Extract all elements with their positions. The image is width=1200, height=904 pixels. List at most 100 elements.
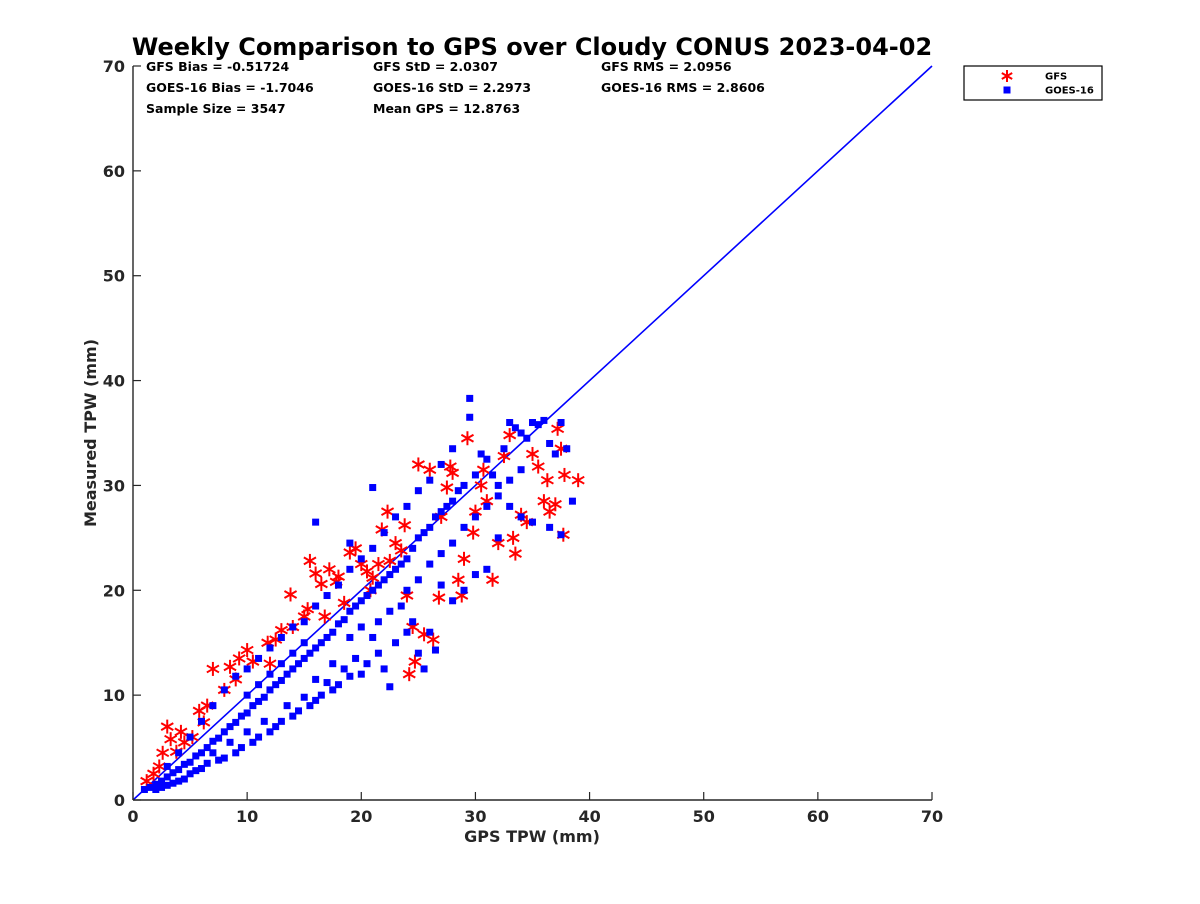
goes16-point [517,466,525,474]
gfs-point [331,569,346,584]
goes16-point [232,672,240,680]
goes16-point [323,592,331,600]
goes16-point [357,623,365,631]
goes16-point [158,777,166,785]
gfs-point [423,462,437,477]
goes16-point [426,523,434,531]
x-axis-label: GPS TPW (mm) [464,827,600,846]
stat-text: Mean GPS = 12.8763 [373,101,520,116]
gfs-point [411,457,425,472]
goes16-point [283,670,291,678]
goes16-point [414,487,422,495]
gfs-point [383,553,397,568]
goes16-point [329,686,337,694]
legend-marker-goes16 [1003,86,1011,94]
goes16-point [449,445,457,453]
goes16-point [460,586,468,594]
gfs-point [466,525,480,540]
goes16-point [300,654,308,662]
gfs-point [398,518,412,533]
goes16-point [500,445,508,453]
goes16-point [357,597,365,605]
gfs-point [322,562,336,577]
goes16-point [323,679,331,687]
goes16-point [403,586,411,594]
goes16-point [471,513,479,521]
goes16-point [466,413,474,421]
goes16-point [260,693,268,701]
goes16-point [494,481,502,489]
gfs-point [474,478,488,493]
goes16-point [346,539,354,547]
goes16-point [357,670,365,678]
goes16-point [517,429,525,437]
goes16-point [300,693,308,701]
x-tick-label: 20 [350,807,372,826]
series-gfs [140,421,585,789]
goes16-point [237,712,245,720]
goes16-point [426,476,434,484]
series-goes-16 [140,394,576,794]
gfs-point [206,661,220,676]
goes16-point [352,602,360,610]
goes16-point [369,633,377,641]
goes16-point [511,424,519,432]
gfs-point [303,553,317,568]
goes16-point [409,544,417,552]
goes16-point [374,581,382,589]
axes: 0 10 20 30 40 50 60 70 0 10 20 30 40 50 60 70 [103,57,943,826]
goes16-point [546,439,554,447]
goes16-point [226,723,234,731]
goes16-point [203,744,211,752]
gfs-point [525,446,540,461]
goes16-point [209,702,217,710]
goes16-point [163,762,171,770]
goes16-point [374,649,382,657]
goes16-point [277,676,285,684]
legend-box [963,65,1103,101]
gfs-point [263,656,277,671]
goes16-point [272,681,280,689]
goes16-point [529,518,536,526]
goes16-point [260,717,268,725]
goes16-point [443,502,451,510]
goes16-point [215,734,223,742]
goes16-point [471,571,479,579]
gfs-point [460,431,475,446]
gfs-point [240,643,254,658]
goes16-point [414,649,422,657]
goes16-point [312,675,320,683]
goes16-point [489,471,497,479]
goes16-point [334,620,342,628]
goes16-point [369,544,377,552]
goes16-point [369,484,377,492]
goes16-point [386,607,394,615]
goes16-point [277,717,285,725]
goes16-point [460,481,468,489]
gfs-point [508,546,522,561]
goes16-point [374,618,382,626]
goes16-point [312,518,320,526]
gfs-point [301,602,315,617]
gfs-point [314,576,328,591]
goes16-point [357,555,365,563]
goes16-point [158,783,166,791]
gfs-point [443,459,457,474]
goes16-point [437,460,445,468]
gfs-point [380,504,395,519]
goes16-point [197,749,205,757]
goes16-point [494,492,502,500]
goes16-point [175,777,183,785]
goes16-point [306,702,314,710]
goes16-point [312,644,320,652]
goes16-point [397,560,405,568]
goes16-point [232,718,240,726]
goes16-point [340,616,348,624]
goes16-point [266,686,274,694]
gfs-point [371,557,385,572]
goes16-point [226,738,234,746]
goes16-point [197,717,205,725]
stats-block: GFS Bias = -0.51724 GFS StD = 2.0307 GFS R… [146,59,765,116]
y-tick-label: 40 [103,372,125,391]
goes16-point [409,618,417,626]
